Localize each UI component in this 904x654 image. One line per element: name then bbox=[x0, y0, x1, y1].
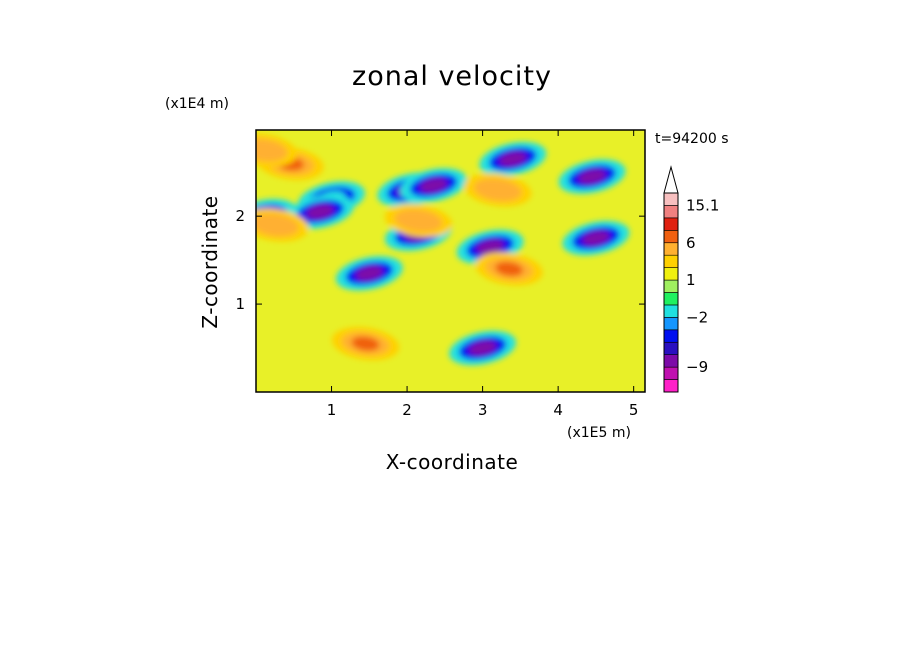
chart-title: zonal velocity bbox=[352, 61, 552, 92]
field-feature-14-level-2 bbox=[483, 182, 512, 197]
y-tick-label-2: 2 bbox=[235, 207, 245, 225]
colorbar-label-2: 1 bbox=[686, 271, 696, 289]
time-label: t=94200 s bbox=[655, 131, 729, 147]
colorbar-segment-3 bbox=[663, 341, 679, 355]
colorbar: 15.1 6 1 −2 −9 bbox=[663, 165, 719, 393]
colorbar-label-3: −2 bbox=[686, 308, 708, 326]
field-feature-11-level-2 bbox=[582, 230, 610, 246]
y-axis: 12 bbox=[235, 207, 645, 313]
field-feature-13-level-2 bbox=[495, 261, 523, 277]
field-contours bbox=[256, 133, 630, 366]
y-tick-label-1: 1 bbox=[235, 295, 245, 313]
colorbar-label-4: −9 bbox=[686, 358, 708, 376]
x-tick-label-1: 1 bbox=[327, 401, 337, 419]
colorbar-segment-8 bbox=[663, 279, 679, 293]
field-feature-8-level-2 bbox=[499, 151, 527, 167]
field-feature-16-level-2 bbox=[260, 217, 289, 233]
x-tick-label-2: 2 bbox=[402, 401, 412, 419]
field-feature-15-level-2 bbox=[404, 213, 433, 228]
colorbar-segment-0 bbox=[663, 379, 679, 393]
colorbar-segment-11 bbox=[663, 242, 679, 256]
x-tick-label-3: 3 bbox=[478, 401, 488, 419]
colorbar-segment-15 bbox=[663, 192, 679, 206]
field-feature-5-level-2 bbox=[419, 177, 448, 193]
field-feature-12-level-2 bbox=[468, 340, 497, 356]
colorbar-segment-2 bbox=[663, 354, 679, 368]
field-feature-7-level-2 bbox=[355, 265, 384, 281]
field-feature-9-level-2 bbox=[578, 169, 606, 185]
field-feature-10-level-2 bbox=[476, 239, 504, 255]
colorbar-frame bbox=[663, 192, 679, 393]
colorbar-segment-10 bbox=[663, 254, 679, 268]
x-axis: 1 2 3 4 5 bbox=[327, 130, 639, 419]
colorbar-segment-5 bbox=[663, 317, 679, 331]
colorbar-segment-6 bbox=[663, 304, 679, 318]
plot-area bbox=[256, 130, 645, 392]
x-tick-label-4: 4 bbox=[553, 401, 563, 419]
x-tick-label-5: 5 bbox=[629, 401, 639, 419]
plot-frame bbox=[255, 129, 646, 393]
y-scale-label: (x1E4 m) bbox=[165, 96, 229, 112]
field-feature-2-level-2 bbox=[306, 204, 334, 220]
colorbar-label-1: 6 bbox=[686, 234, 696, 252]
x-axis-label: X-coordinate bbox=[386, 450, 519, 474]
colorbar-extend-arrow bbox=[663, 165, 679, 194]
colorbar-segment-12 bbox=[663, 230, 679, 244]
y-axis-label: Z-coordinate bbox=[198, 195, 222, 328]
colorbar-label-0: 15.1 bbox=[686, 196, 719, 214]
x-scale-label: (x1E5 m) bbox=[567, 425, 631, 441]
colorbar-segment-13 bbox=[663, 217, 679, 231]
colorbar-segment-4 bbox=[663, 329, 679, 343]
colorbar-segment-1 bbox=[663, 366, 679, 380]
field-feature-17-level-2 bbox=[351, 336, 380, 351]
colorbar-segment-7 bbox=[663, 292, 679, 306]
colorbar-segment-14 bbox=[663, 205, 679, 219]
colorbar-segment-9 bbox=[663, 267, 679, 281]
